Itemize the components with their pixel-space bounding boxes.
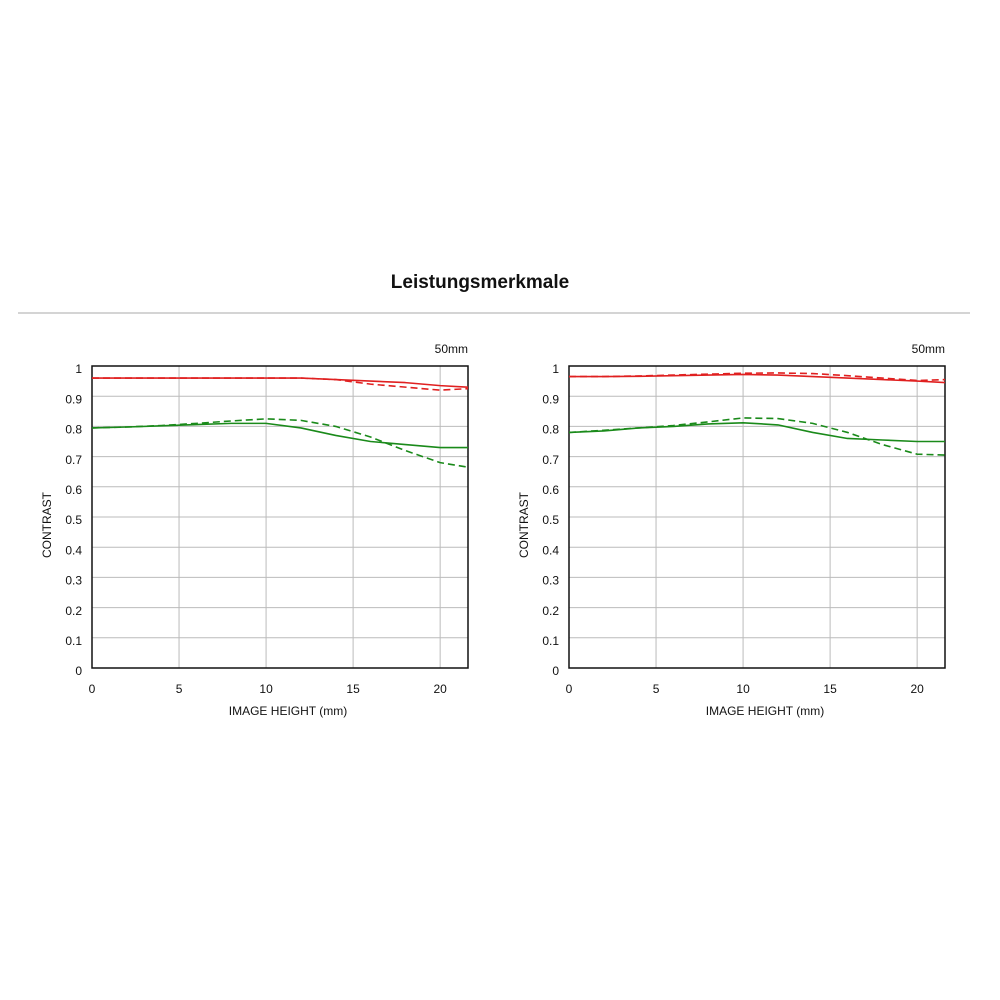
- y-tick-label: 0.1: [65, 634, 82, 648]
- plot-frame: [91, 365, 469, 669]
- x-tick-label: 15: [346, 682, 360, 696]
- y-tick-label: 0.3: [65, 574, 82, 588]
- x-tick-label: 10: [736, 682, 750, 696]
- x-tick-label: 15: [823, 682, 837, 696]
- y-tick-label: 0.4: [65, 543, 82, 557]
- plot-frame: [568, 365, 946, 669]
- y-tick-label: 0.2: [542, 604, 559, 618]
- y-tick-label: 0.6: [65, 483, 82, 497]
- x-tick-label: 0: [89, 682, 96, 696]
- x-tick-label: 20: [433, 682, 447, 696]
- x-tick-label: 5: [176, 682, 183, 696]
- series-line: [92, 377, 469, 391]
- y-tick-label: 0.9: [542, 392, 559, 406]
- y-tick-label: 0.8: [542, 423, 559, 437]
- x-axis-label: IMAGE HEIGHT (mm): [706, 704, 824, 718]
- y-tick-label: 0.2: [65, 604, 82, 618]
- y-tick-label: 0.3: [542, 574, 559, 588]
- series-line: [569, 372, 946, 382]
- subtitle: 50mm: [435, 342, 468, 356]
- y-tick-label: 0: [552, 664, 559, 678]
- y-tick-label: 0.6: [542, 483, 559, 497]
- series-line: [568, 417, 946, 456]
- page-title: Leistungsmerkmale: [391, 272, 569, 293]
- y-axis-label: CONTRAST: [517, 491, 531, 558]
- series-line: [91, 418, 469, 468]
- y-tick-label: 0.4: [542, 543, 559, 557]
- subtitle: 50mm: [912, 342, 945, 356]
- y-axis-label: CONTRAST: [40, 491, 54, 558]
- x-axis-label: IMAGE HEIGHT (mm): [229, 704, 347, 718]
- x-tick-label: 5: [653, 682, 660, 696]
- x-tick-label: 10: [259, 682, 273, 696]
- y-tick-label: 0.5: [65, 513, 82, 527]
- y-tick-label: 0.8: [65, 423, 82, 437]
- series-line: [568, 421, 945, 443]
- y-tick-label: 0: [75, 664, 82, 678]
- x-tick-label: 0: [566, 682, 573, 696]
- series-line: [92, 377, 469, 388]
- y-tick-label: 0.9: [65, 392, 82, 406]
- y-tick-label: 1: [552, 362, 559, 376]
- y-tick-label: 1: [75, 362, 82, 376]
- y-tick-label: 0.5: [542, 513, 559, 527]
- series-line: [91, 422, 468, 449]
- series-line: [569, 373, 946, 384]
- y-tick-label: 0.7: [65, 453, 82, 467]
- y-tick-label: 0.1: [542, 634, 559, 648]
- y-tick-label: 0.7: [542, 453, 559, 467]
- x-tick-label: 20: [910, 682, 924, 696]
